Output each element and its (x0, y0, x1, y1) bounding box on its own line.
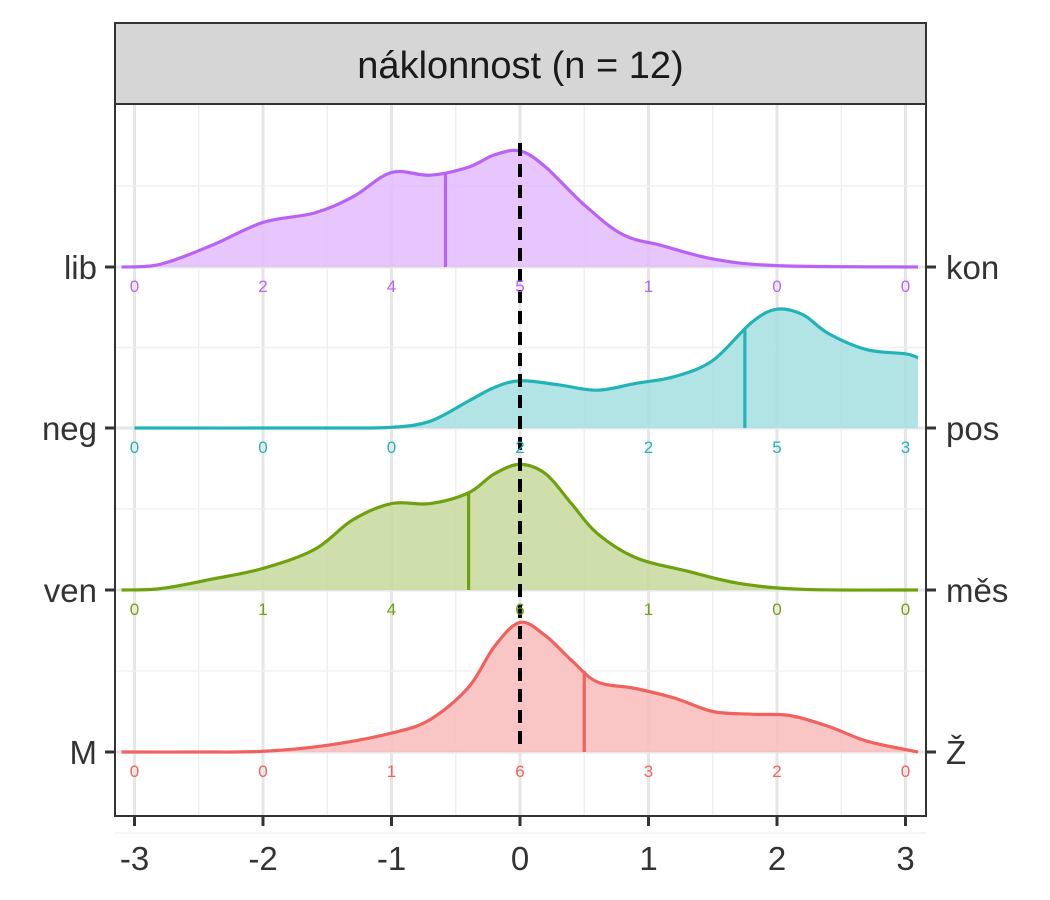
count-label: 1 (644, 277, 653, 296)
ridge-area (134, 308, 918, 429)
strip-background (114, 22, 927, 105)
plot-panel: 0 2 4 5 1 0 0 0 0 0 2 2 5 3 0 1 4 6 1 0 0 0 0 1 6 3 2 0 (114, 103, 927, 834)
count-label: 2 (258, 277, 267, 296)
y-label-left: M (70, 734, 98, 771)
count-label: 5 (515, 277, 524, 296)
y-label-left: lib (64, 249, 97, 286)
y-label-right: kon (946, 249, 999, 286)
ridge-line (121, 620, 919, 754)
count-label: 3 (644, 762, 653, 781)
count-label: 0 (901, 762, 910, 781)
count-label: 1 (644, 600, 653, 619)
count-label: 0 (130, 277, 139, 296)
x-tick-label: 1 (639, 840, 657, 877)
count-label: 0 (258, 762, 267, 781)
x-tick-label: 0 (511, 840, 529, 877)
count-label: 5 (772, 438, 781, 457)
count-label: 0 (130, 600, 139, 619)
y-label-right: Ž (946, 734, 966, 771)
y-label-left: neg (42, 410, 97, 447)
count-labels: 0 2 4 5 1 0 0 0 0 0 2 2 5 3 0 1 4 6 1 0 0 0 0 1 6 3 2 0 (130, 277, 910, 781)
ridge-line (134, 307, 919, 430)
count-label: 0 (258, 438, 267, 457)
count-label: 0 (901, 277, 910, 296)
chart-title: náklonnost (n = 12) (357, 45, 683, 87)
x-axis: -3 -2 -1 0 1 2 3 (120, 816, 915, 877)
count-label: 0 (130, 438, 139, 457)
ridge-line (121, 148, 919, 269)
ridge-neg-pos (134, 307, 919, 430)
count-label: 0 (387, 438, 396, 457)
count-label: 4 (387, 600, 396, 619)
count-label: 1 (387, 762, 396, 781)
y-label-right: pos (946, 410, 999, 447)
count-label: 0 (772, 277, 781, 296)
x-tick-label: 2 (768, 840, 786, 877)
y-label-left: ven (44, 572, 97, 609)
ridge-area (121, 622, 919, 753)
ridge-M-Ž (121, 620, 919, 754)
x-tick-label: -1 (377, 840, 406, 877)
count-label: 2 (515, 438, 524, 457)
strip: náklonnost (n = 12) (114, 22, 927, 105)
count-label: 1 (258, 600, 267, 619)
count-label: 4 (387, 277, 396, 296)
ridge-line (121, 462, 919, 592)
count-label: 6 (515, 600, 524, 619)
count-label: 0 (130, 762, 139, 781)
x-tick-label: 3 (896, 840, 914, 877)
count-label: 3 (901, 438, 910, 457)
x-tick-label: -3 (120, 840, 149, 877)
count-label: 2 (772, 762, 781, 781)
count-label: 0 (772, 600, 781, 619)
count-label: 6 (515, 762, 524, 781)
count-label: 0 (901, 600, 910, 619)
x-tick-label: -2 (248, 840, 277, 877)
y-label-right: měs (946, 572, 1008, 609)
count-label: 2 (644, 438, 653, 457)
